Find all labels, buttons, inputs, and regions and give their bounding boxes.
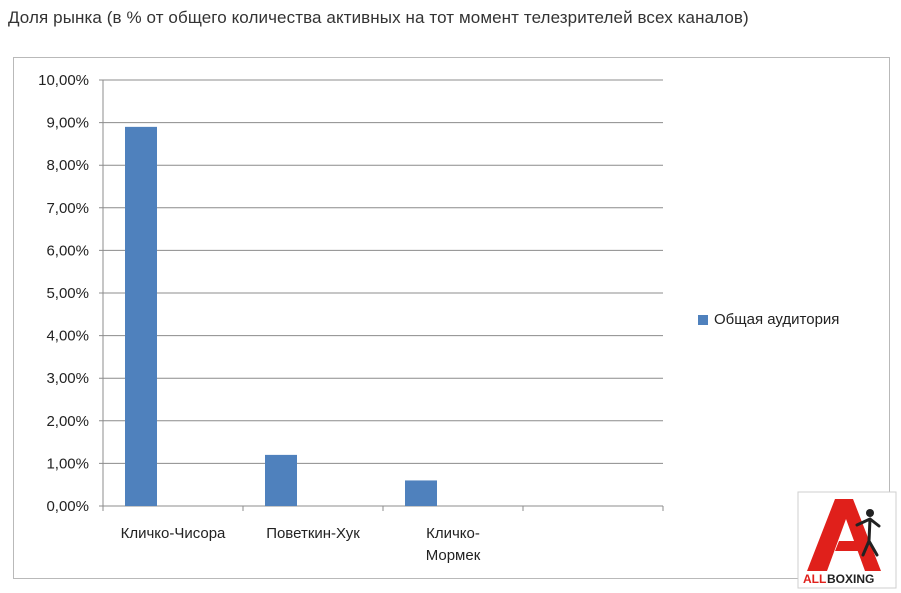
y-tick-label: 2,00% — [46, 413, 89, 430]
y-tick-label: 8,00% — [46, 157, 89, 174]
logo-boxing-text: BOXING — [827, 572, 874, 586]
x-category-label: Поветкин-Хук — [266, 525, 360, 542]
y-tick-label: 0,00% — [46, 498, 89, 515]
y-tick-label: 9,00% — [46, 115, 89, 132]
y-tick-label: 4,00% — [46, 328, 89, 345]
allboxing-logo: ALL BOXING — [797, 491, 897, 589]
bar — [125, 126, 157, 507]
legend-swatch — [698, 314, 708, 325]
y-tick-label: 5,00% — [46, 285, 89, 302]
chart-title: Доля рынка (в % от общего количества акт… — [8, 8, 749, 27]
y-tick-label: 6,00% — [46, 242, 89, 259]
x-category-label: Кличко-Чисора — [121, 525, 226, 542]
chart-frame — [13, 57, 890, 579]
y-tick-label: 3,00% — [46, 370, 89, 387]
y-tick-label: 10,00% — [38, 72, 89, 89]
bar — [265, 454, 297, 506]
y-tick-label: 7,00% — [46, 200, 89, 217]
logo-all-text: ALL — [803, 572, 826, 586]
legend: Общая аудитория — [698, 311, 839, 328]
y-tick-label: 1,00% — [46, 455, 89, 472]
x-category-label: Мормек — [426, 547, 481, 564]
x-category-label: Кличко- — [426, 525, 480, 542]
legend-label: Общая аудитория — [714, 311, 840, 328]
bar — [405, 480, 437, 506]
